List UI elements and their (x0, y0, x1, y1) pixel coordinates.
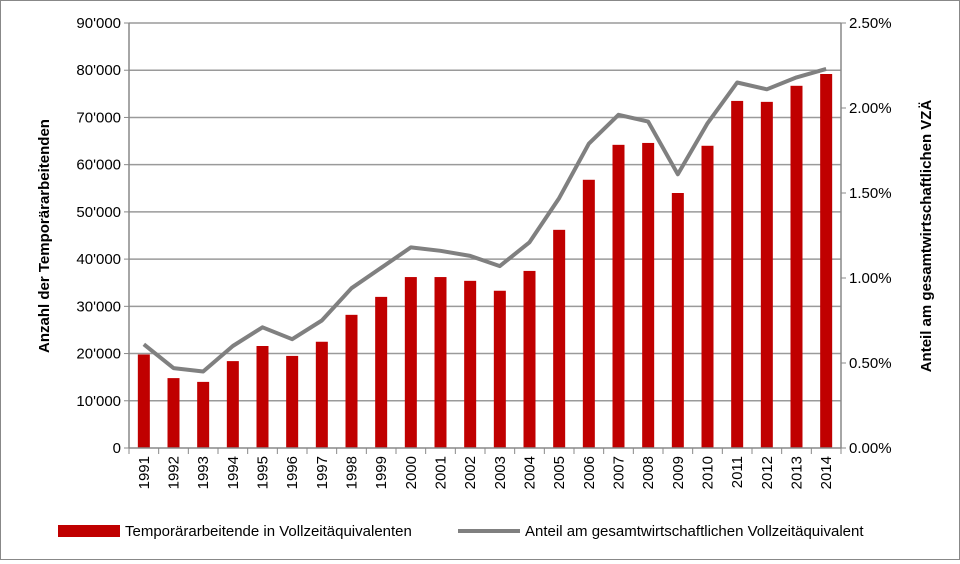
bar (553, 229, 566, 448)
bar (375, 296, 388, 448)
y2-tick-label: 1.00% (849, 270, 892, 287)
y2-tick-label: 1.50% (849, 185, 892, 202)
bar (464, 280, 477, 448)
x-tick-label: 1995 (255, 456, 272, 489)
bar (760, 101, 773, 448)
y-tick-label: 20'000 (76, 346, 121, 363)
x-tick-label: 2011 (729, 456, 746, 488)
bar (315, 341, 328, 448)
legend: Temporärarbeitende in Vollzeitäquivalent… (58, 523, 864, 540)
x-tick-label: 1999 (373, 456, 390, 489)
x-tick-label: 2005 (551, 456, 568, 489)
y-tick-label: 90'000 (76, 15, 121, 32)
y2-tick-label: 2.00% (849, 100, 892, 117)
bar (137, 354, 150, 448)
y-tick-label: 60'000 (76, 157, 121, 174)
y-tick-label: 50'000 (76, 204, 121, 221)
x-tick-label: 2010 (700, 456, 717, 489)
bar (731, 100, 744, 449)
bar (671, 193, 684, 448)
share-line (142, 66, 827, 374)
y2-axis-label: Anteil am gesamtwirtschaftlichen VZÄ (918, 100, 935, 373)
bar (197, 381, 210, 448)
y2-tick-label: 2.50% (849, 15, 892, 32)
x-tick-label: 2014 (818, 456, 835, 489)
bar (167, 378, 180, 448)
bar (701, 145, 714, 448)
y2-tick-label: 0.50% (849, 355, 892, 372)
x-tick-label: 2000 (403, 456, 420, 489)
y2-tick-label: 0.00% (849, 440, 892, 457)
bar (434, 277, 447, 448)
x-tick-label: 2006 (581, 456, 598, 489)
x-tick-label: 2009 (670, 456, 687, 489)
bar (612, 144, 625, 449)
y-tick-label: 0 (113, 440, 121, 457)
x-tick-label: 2013 (789, 456, 806, 489)
x-tick-label: 2007 (611, 456, 628, 489)
x-tick-label: 2004 (522, 456, 539, 489)
bar (226, 361, 239, 448)
bar (582, 179, 595, 448)
bar (820, 74, 833, 448)
x-tick-label: 1997 (314, 456, 331, 489)
bar (345, 314, 358, 448)
bar (523, 270, 536, 448)
x-tick-label: 1991 (136, 456, 153, 489)
bar (642, 142, 655, 448)
x-tick-label: 2008 (640, 456, 657, 489)
y-tick-label: 10'000 (76, 393, 121, 410)
bar (790, 85, 803, 449)
x-tick-label: 1998 (344, 456, 361, 489)
x-tick-label: 2003 (492, 456, 509, 489)
y-tick-label: 80'000 (76, 62, 121, 79)
legend-swatch-bars (58, 525, 120, 537)
x-tick-label: 1996 (284, 456, 301, 489)
x-tick-label: 1994 (225, 456, 242, 489)
y-tick-label: 40'000 (76, 251, 121, 268)
x-tick-label: 2002 (462, 456, 479, 489)
bar (256, 346, 269, 448)
legend-label-line: Anteil am gesamtwirtschaftlichen Vollzei… (525, 523, 864, 540)
x-tick-label: 2012 (759, 456, 776, 489)
bar (286, 355, 299, 448)
x-tick-label: 1993 (195, 456, 212, 489)
x-tick-label: 2001 (433, 456, 450, 489)
legend-label-bars: Temporärarbeitende in Vollzeitäquivalent… (125, 523, 412, 540)
y-tick-label: 30'000 (76, 298, 121, 315)
y-axis-label: Anzahl der Temporärarbeitenden (36, 119, 53, 353)
y-tick-label: 70'000 (76, 109, 121, 126)
bar (404, 277, 417, 448)
bar (493, 290, 506, 448)
x-tick-label: 1992 (166, 456, 183, 489)
